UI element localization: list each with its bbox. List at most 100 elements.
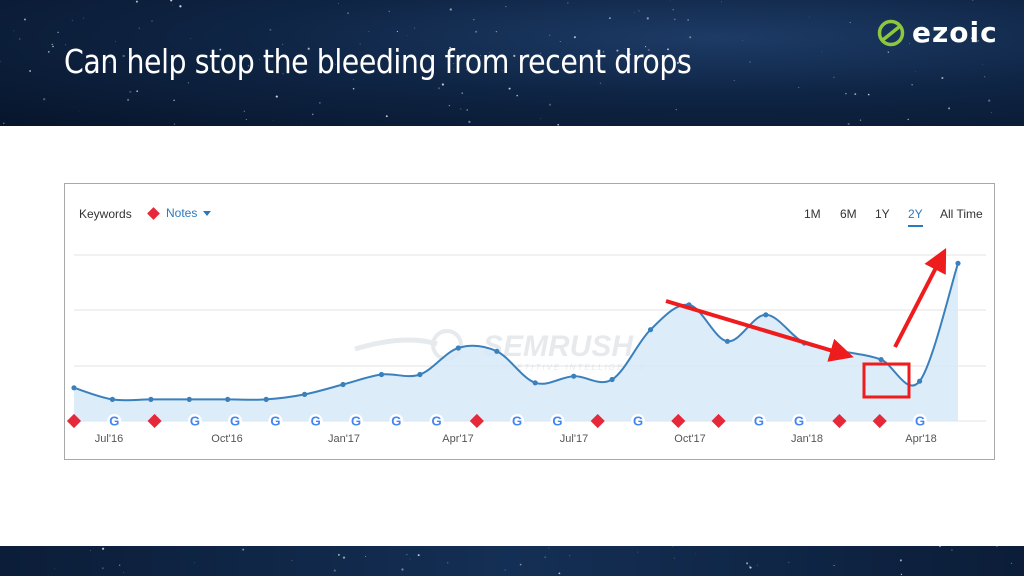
google-update-icon[interactable]: G: [751, 414, 766, 429]
watermark-tagline: COMPETITIVE INTELLIGENCE: [485, 363, 647, 372]
star: [78, 110, 80, 112]
star: [417, 554, 420, 557]
data-point[interactable]: [609, 376, 615, 383]
star: [939, 546, 941, 548]
data-point[interactable]: [417, 371, 423, 378]
star: [65, 44, 67, 46]
low-point-highlight-box: [862, 362, 911, 399]
star: [667, 48, 669, 51]
google-update-icon[interactable]: G: [268, 414, 283, 429]
data-point[interactable]: [878, 357, 884, 363]
range-1m-button[interactable]: 1M: [804, 207, 821, 221]
data-point[interactable]: [186, 396, 192, 402]
data-point[interactable]: [378, 371, 385, 378]
google-update-icon[interactable]: G: [792, 414, 807, 429]
star: [275, 95, 278, 98]
star: [821, 51, 823, 53]
star: [126, 98, 130, 102]
star: [342, 556, 346, 559]
star: [911, 84, 913, 86]
google-update-icon[interactable]: G: [631, 414, 645, 429]
google-icon-glyph: G: [512, 414, 522, 429]
note-marker-icon[interactable]: [671, 413, 686, 429]
range-all-time-button[interactable]: All Time: [940, 207, 983, 221]
google-update-icon[interactable]: G: [228, 414, 243, 429]
data-point[interactable]: [71, 385, 77, 391]
star: [473, 18, 475, 21]
range-6m-button[interactable]: 6M: [840, 207, 857, 221]
star: [637, 551, 639, 553]
star: [749, 61, 751, 63]
google-update-icon[interactable]: G: [349, 414, 363, 429]
data-point[interactable]: [955, 260, 961, 266]
series-area: [74, 263, 958, 421]
watermark-brand: SEMRUSH: [483, 330, 634, 363]
note-marker-icon[interactable]: [590, 413, 605, 429]
data-point[interactable]: [340, 381, 346, 388]
star: [849, 21, 851, 24]
google-update-icon[interactable]: G: [389, 414, 404, 429]
google-icon-glyph: G: [633, 414, 643, 429]
data-point[interactable]: [647, 327, 654, 333]
star: [319, 102, 321, 104]
notes-dropdown[interactable]: Notes: [147, 206, 212, 220]
star: [672, 546, 674, 547]
star: [352, 79, 354, 80]
star: [170, 0, 173, 2]
star: [460, 108, 462, 110]
note-marker-icon[interactable]: [872, 413, 887, 429]
star: [388, 10, 391, 13]
google-update-icon[interactable]: G: [510, 414, 525, 429]
data-point[interactable]: [455, 345, 461, 351]
range-1y-button[interactable]: 1Y: [875, 207, 890, 221]
google-update-icon[interactable]: G: [308, 414, 323, 429]
star: [995, 546, 999, 548]
data-point[interactable]: [724, 338, 731, 344]
data-point[interactable]: [148, 396, 154, 402]
star: [51, 43, 53, 45]
star: [247, 64, 250, 67]
data-point[interactable]: [571, 373, 577, 379]
notes-marker-icon: [147, 206, 160, 220]
star: [616, 49, 619, 52]
chart-panel: SEMRUSH COMPETITIVE INTELLIGENCE G G G G G G G G G…: [64, 183, 995, 460]
google-update-icon[interactable]: G: [550, 414, 565, 429]
x-tick-label: Apr'18: [905, 433, 936, 445]
google-update-icon[interactable]: G: [187, 414, 202, 429]
star: [567, 2, 569, 4]
data-point[interactable]: [763, 312, 769, 318]
star: [219, 48, 222, 51]
star: [57, 31, 59, 34]
note-marker-icon[interactable]: [147, 413, 162, 429]
star: [119, 564, 121, 566]
data-point[interactable]: [494, 348, 500, 354]
range-2y-button[interactable]: 2Y: [908, 207, 923, 221]
star: [645, 46, 647, 48]
data-point[interactable]: [917, 378, 923, 384]
star: [461, 92, 463, 94]
google-icon-bg: [751, 414, 766, 428]
star: [406, 35, 408, 37]
star: [2, 122, 5, 125]
google-icon-bg: [389, 414, 404, 428]
star: [272, 120, 274, 121]
google-update-icon[interactable]: G: [429, 414, 444, 429]
star: [941, 76, 944, 80]
star: [548, 103, 552, 106]
star: [569, 71, 571, 72]
star: [859, 119, 862, 121]
star: [449, 46, 451, 49]
note-marker-icon[interactable]: [832, 413, 847, 429]
data-point[interactable]: [532, 380, 538, 386]
data-point[interactable]: [225, 396, 231, 402]
data-point[interactable]: [302, 391, 308, 397]
google-icon-glyph: G: [391, 414, 401, 429]
data-point[interactable]: [109, 396, 115, 402]
google-update-icon[interactable]: G: [107, 414, 122, 429]
google-update-icon[interactable]: G: [913, 414, 927, 429]
note-marker-icon[interactable]: [711, 413, 726, 429]
star: [333, 569, 336, 572]
note-marker-icon[interactable]: [66, 413, 82, 429]
data-point[interactable]: [263, 396, 269, 402]
